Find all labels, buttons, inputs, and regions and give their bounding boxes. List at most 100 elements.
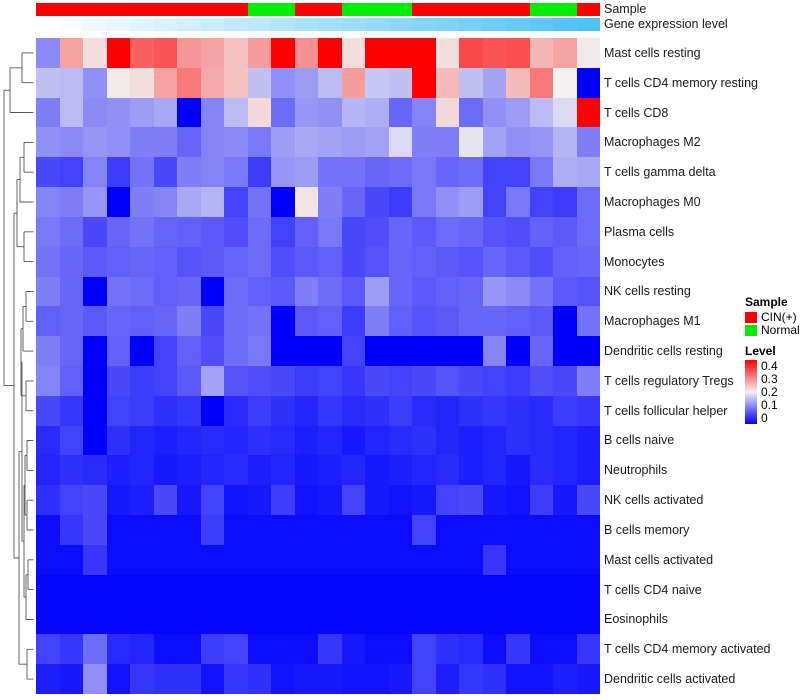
heatmap-cell	[341, 485, 365, 515]
heatmap-cell	[482, 544, 506, 575]
sample-annotation-cell	[130, 3, 154, 16]
heatmap-cell	[435, 38, 459, 68]
heatmap-cell	[365, 604, 389, 635]
heatmap-cell	[59, 455, 83, 486]
heatmap-row	[36, 604, 600, 635]
heatmap-cell	[318, 664, 342, 694]
heatmap-cell	[435, 634, 459, 665]
heatmap-cell	[553, 604, 577, 635]
heatmap-cell	[553, 216, 577, 247]
heatmap-cell	[388, 336, 412, 366]
heatmap-row	[36, 276, 600, 307]
heatmap-cell	[341, 276, 365, 307]
heatmap-cell	[412, 157, 436, 188]
heatmap-cell	[435, 664, 459, 694]
sample-annotation-cell	[83, 3, 107, 16]
heatmap-cell	[106, 664, 130, 694]
heatmap-cell	[106, 515, 130, 545]
heatmap-cell	[83, 38, 107, 68]
heatmap-cell	[318, 157, 342, 188]
heatmap-cell	[506, 485, 530, 515]
heatmap-cell	[59, 157, 83, 188]
heatmap-cell	[294, 365, 318, 396]
heatmap-cell	[271, 216, 295, 247]
heatmap-cell	[529, 38, 553, 68]
heatmap-cell	[529, 455, 553, 486]
level-tick-label: 0.2	[761, 385, 778, 399]
heatmap-cell	[576, 38, 600, 68]
legend-label: CIN(+)	[761, 310, 797, 324]
heatmap-cell	[482, 127, 506, 158]
heatmap-cell	[365, 485, 389, 515]
heatmap-cell	[294, 276, 318, 307]
heatmap-cell	[83, 425, 107, 456]
heatmap-cell	[271, 604, 295, 635]
heatmap-cell	[200, 395, 224, 426]
gene-expression-annotation-cell	[341, 18, 365, 31]
heatmap-cell	[200, 216, 224, 247]
sample-annotation-cell	[435, 3, 459, 16]
level-tick-label: 0.4	[761, 359, 778, 373]
sample-annotation-bar	[36, 3, 600, 16]
gene-expression-annotation-cell	[576, 18, 600, 31]
heatmap-cell	[576, 336, 600, 366]
heatmap-cell	[294, 485, 318, 515]
heatmap-cell	[224, 306, 248, 337]
heatmap-cell	[576, 187, 600, 217]
heatmap-cell	[200, 365, 224, 396]
row-label: B cells memory	[604, 522, 690, 537]
heatmap-cell	[59, 365, 83, 396]
heatmap-row	[36, 634, 600, 665]
heatmap-cell	[247, 246, 271, 277]
sample-annotation-cell	[224, 3, 248, 16]
heatmap-cell	[153, 276, 177, 307]
heatmap-cell	[177, 604, 201, 635]
gene-expression-annotation-cell	[529, 18, 553, 31]
heatmap-cell	[482, 246, 506, 277]
heatmap-cell	[271, 544, 295, 575]
heatmap-cell	[388, 395, 412, 426]
heatmap-cell	[83, 395, 107, 426]
row-label: Eosinophils	[604, 612, 668, 627]
heatmap-cell	[83, 664, 107, 694]
heatmap-cell	[83, 276, 107, 307]
heatmap-cell	[106, 276, 130, 307]
heatmap-cell	[365, 544, 389, 575]
heatmap-cell	[459, 67, 483, 98]
heatmap-cell	[341, 425, 365, 456]
heatmap-cell	[341, 604, 365, 635]
heatmap-cell	[106, 365, 130, 396]
heatmap-cell	[247, 634, 271, 665]
sample-annotation-cell	[412, 3, 436, 16]
heatmap-cell	[294, 425, 318, 456]
heatmap-cell	[153, 246, 177, 277]
heatmap-cell	[59, 276, 83, 307]
heatmap-cell	[271, 395, 295, 426]
gene-expression-annotation-cell	[412, 18, 436, 31]
heatmap-cell	[459, 246, 483, 277]
heatmap-cell	[529, 306, 553, 337]
heatmap-cell	[59, 187, 83, 217]
sample-annotation-cell	[200, 3, 224, 16]
heatmap-row	[36, 157, 600, 188]
heatmap-cell	[59, 336, 83, 366]
heatmap-row	[36, 455, 600, 486]
heatmap-cell	[59, 67, 83, 98]
row-dendrogram	[3, 52, 34, 680]
heatmap-cell	[83, 574, 107, 605]
heatmap-cell	[341, 544, 365, 575]
heatmap-cell	[341, 515, 365, 545]
heatmap-cell	[36, 425, 60, 456]
heatmap-cell	[365, 127, 389, 158]
heatmap-cell	[83, 365, 107, 396]
gene-expression-annotation-cell	[83, 18, 107, 31]
heatmap-cell	[130, 515, 154, 545]
heatmap-cell	[365, 395, 389, 426]
heatmap-cell	[459, 157, 483, 188]
heatmap-cell	[388, 38, 412, 68]
heatmap-cell	[130, 574, 154, 605]
heatmap-cell	[388, 306, 412, 337]
heatmap-cell	[412, 365, 436, 396]
heatmap-cell	[365, 187, 389, 217]
heatmap-cell	[224, 485, 248, 515]
